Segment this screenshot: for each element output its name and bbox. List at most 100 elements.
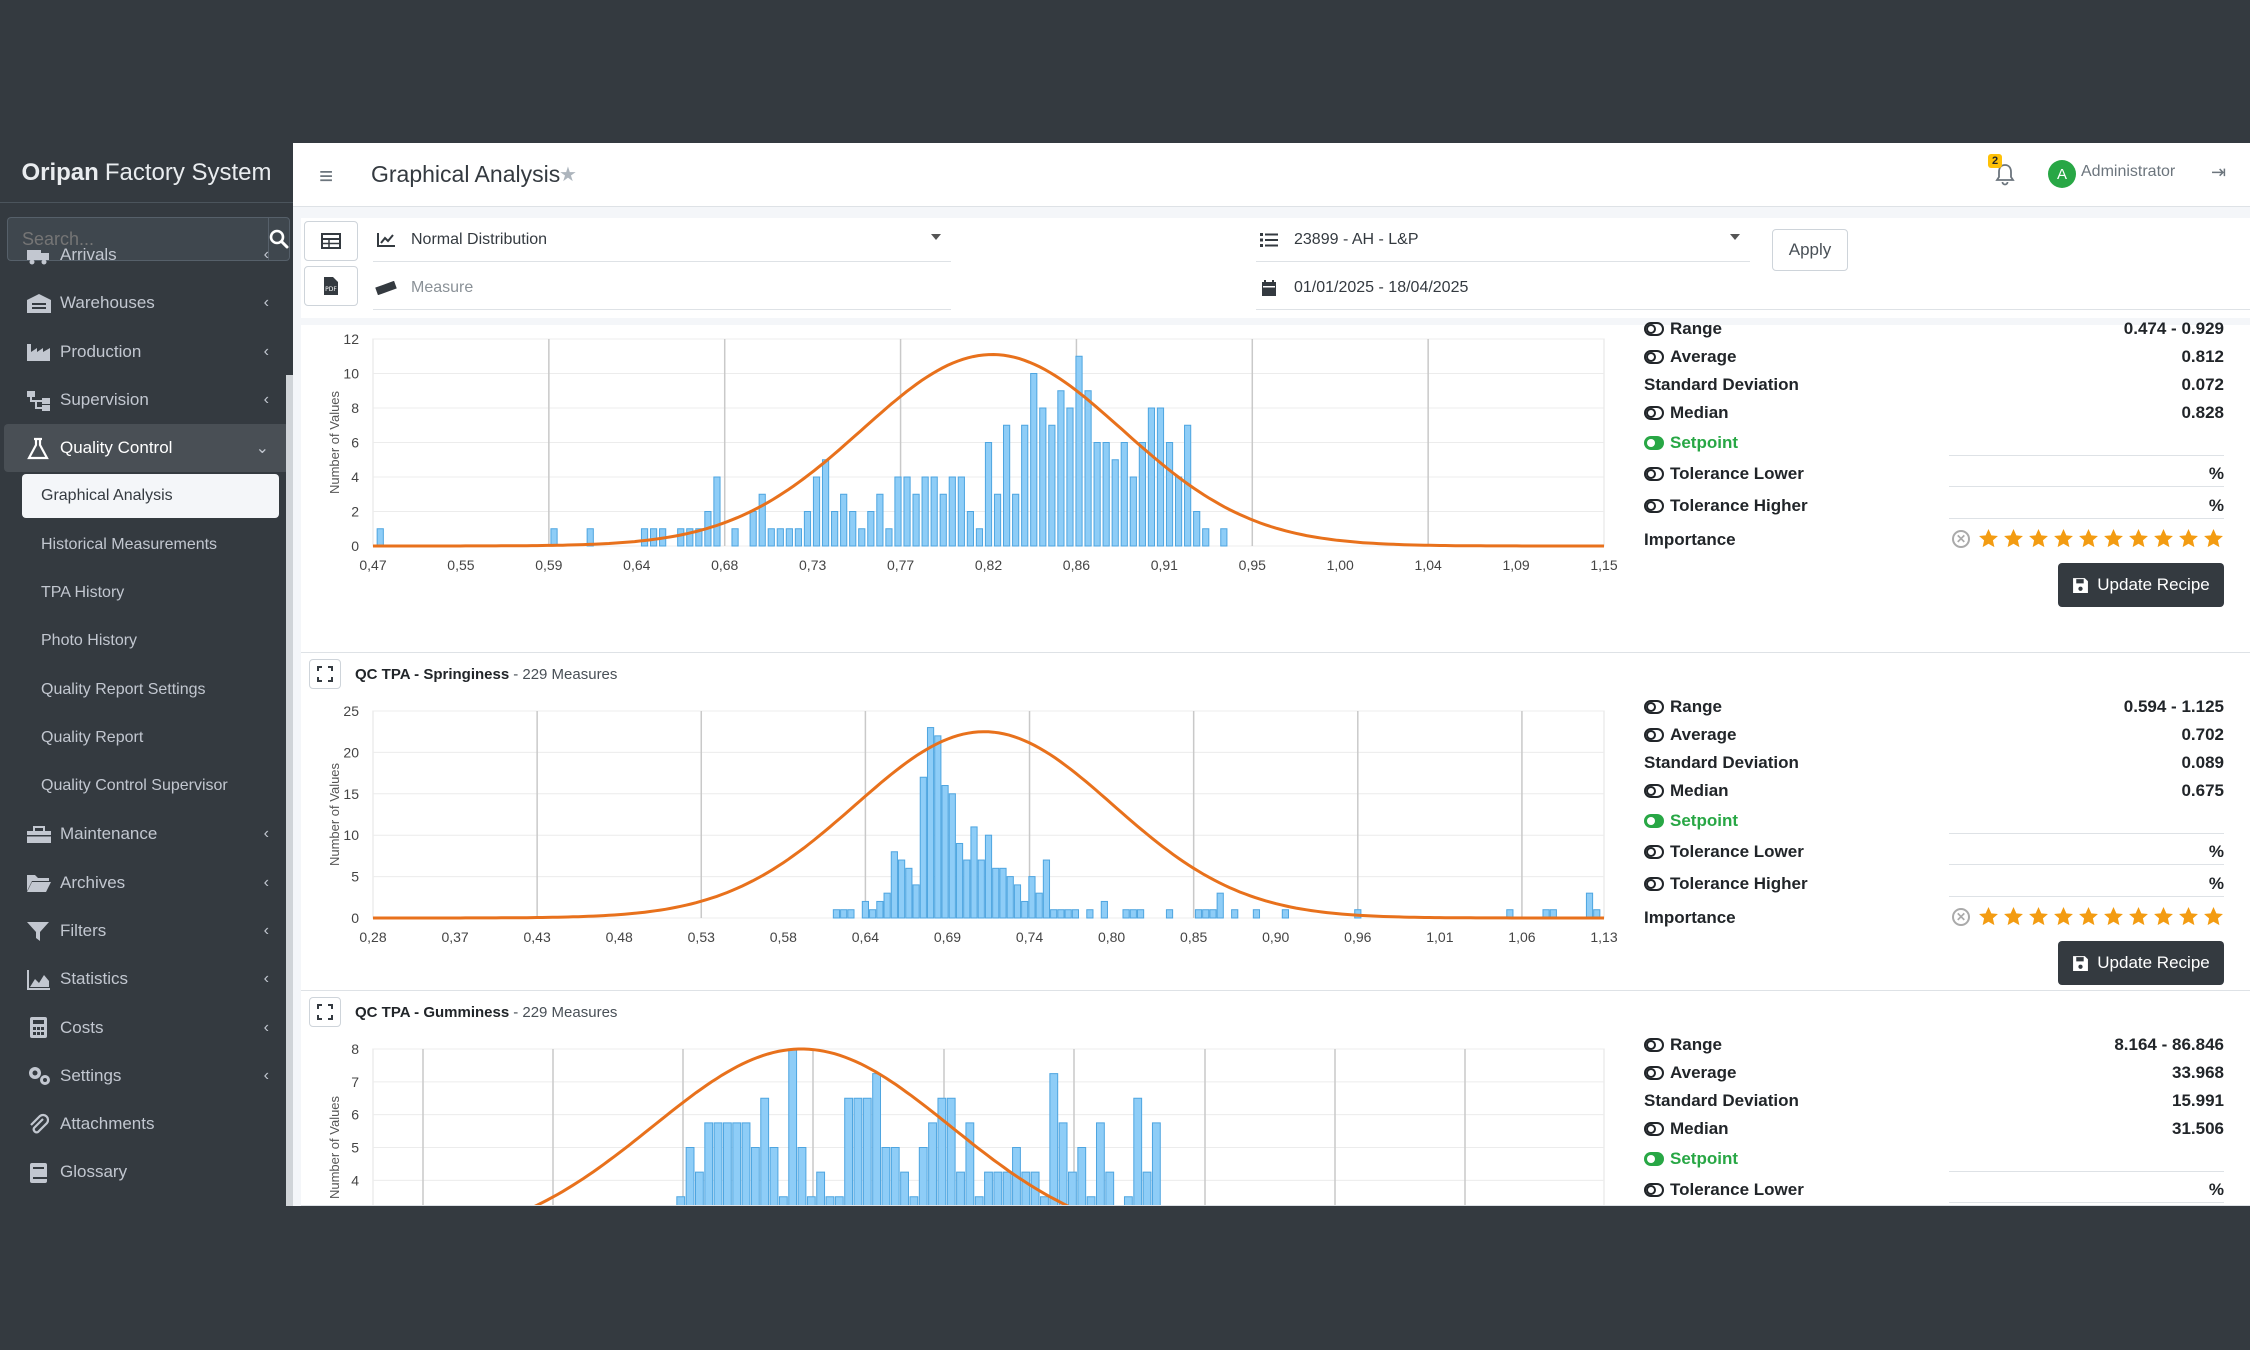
sidebar-item-attachments[interactable]: Attachments [0, 1100, 293, 1148]
update-recipe-button[interactable]: Update Recipe [2058, 941, 2224, 985]
star-icon[interactable] [2203, 528, 2224, 549]
expand-icon[interactable] [309, 997, 341, 1027]
apply-button[interactable]: Apply [1772, 229, 1848, 271]
toggle-icon[interactable] [1644, 700, 1664, 714]
toggle-icon[interactable] [1644, 467, 1664, 481]
update-recipe-button[interactable]: Update Recipe [2058, 563, 2224, 607]
sidebar-item-archives[interactable]: Archives ‹ [0, 859, 293, 907]
star-icon[interactable] [2078, 906, 2099, 927]
sidebar-item-costs[interactable]: Costs ‹ [0, 1003, 293, 1051]
stat-row-std: Standard Deviation 0.072 [1644, 371, 2224, 399]
sidebar-item-filters[interactable]: Filters ‹ [0, 907, 293, 955]
expand-icon[interactable] [309, 659, 341, 689]
sidebar-item-arrivals[interactable]: Arrivals ‹ [0, 231, 293, 279]
sidebar-item-statistics[interactable]: Statistics ‹ [0, 955, 293, 1003]
sidebar-subitem-historical-measurements[interactable]: Historical Measurements [41, 535, 218, 553]
y-tick-label: 6 [351, 435, 359, 451]
star-icon[interactable] [2178, 906, 2199, 927]
star-icon[interactable] [2128, 906, 2149, 927]
clear-rating-icon[interactable]: ✕ [1952, 907, 1970, 926]
sidebar-item-maintenance[interactable]: Maintenance ‹ [0, 810, 293, 858]
histogram-bar [1281, 909, 1289, 919]
sidebar-subitem-graphical-analysis[interactable]: Graphical Analysis [22, 474, 279, 519]
star-icon[interactable] [2053, 528, 2074, 549]
star-icon[interactable] [2028, 528, 2049, 549]
toggle-icon[interactable] [1644, 1122, 1664, 1136]
product-select[interactable]: 23899 - AH - L&P [1256, 218, 1750, 262]
histogram-bar [890, 851, 898, 919]
toggle-icon[interactable] [1644, 1038, 1664, 1052]
importance-rating[interactable]: ✕ [1952, 528, 2224, 549]
star-icon[interactable] [2128, 528, 2149, 549]
star-icon[interactable] [2103, 906, 2124, 927]
clear-rating-icon[interactable]: ✕ [1952, 529, 1970, 548]
brand-logo[interactable]: Oripan Factory System [0, 143, 293, 203]
toggle-icon[interactable] [1644, 728, 1664, 742]
stat-label: Tolerance Lower [1670, 464, 1804, 483]
hamburger-icon[interactable]: ≡ [319, 163, 334, 190]
stat-value: % [2208, 842, 2224, 861]
x-tick-label: 0,90 [1262, 929, 1289, 945]
stat-label: Average [1670, 1063, 1737, 1082]
star-icon[interactable] [2178, 528, 2199, 549]
sidebar-subitem-quality-report-settings[interactable]: Quality Report Settings [41, 680, 206, 698]
star-icon[interactable] [2003, 528, 2024, 549]
user-name[interactable]: Administrator [2081, 163, 2176, 180]
histogram-bar [713, 1122, 723, 1205]
sidebar-subitem-quality-report[interactable]: Quality Report [41, 728, 144, 746]
sidebar-item-supervision[interactable]: Supervision ‹ [0, 376, 293, 424]
measure-select[interactable]: Measure [373, 266, 951, 310]
sidebar-item-glossary[interactable]: Glossary [0, 1148, 293, 1196]
sitemap-icon [26, 389, 52, 411]
toggle-icon[interactable] [1644, 784, 1664, 798]
toggle-icon[interactable] [1644, 845, 1664, 859]
favorite-star-icon[interactable]: ★ [559, 164, 577, 186]
panel-title: QC TPA - Springiness [355, 665, 510, 683]
logout-icon[interactable]: ⇥ [2211, 162, 2227, 182]
pdf-export-button[interactable]: PDF [304, 266, 358, 306]
toggle-icon[interactable] [1644, 350, 1664, 364]
sidebar-item-warehouses[interactable]: Warehouses ‹ [0, 279, 293, 327]
toggle-icon[interactable] [1644, 499, 1664, 513]
y-tick-label: 0 [351, 538, 359, 554]
x-tick-label: 0,77 [887, 557, 914, 573]
histogram-bar [1049, 1073, 1059, 1205]
star-icon[interactable] [2078, 528, 2099, 549]
table-view-button[interactable] [304, 221, 358, 261]
sidebar-scrollbar[interactable] [286, 375, 293, 1206]
toggle-on-icon[interactable] [1644, 814, 1664, 828]
star-icon[interactable] [2203, 906, 2224, 927]
sidebar-subitem-tpa-history[interactable]: TPA History [41, 583, 125, 601]
star-icon[interactable] [2153, 906, 2174, 927]
toggle-icon[interactable] [1644, 322, 1664, 336]
star-icon[interactable] [2103, 528, 2124, 549]
toggle-on-icon[interactable] [1644, 1152, 1664, 1166]
toggle-icon[interactable] [1644, 877, 1664, 891]
star-icon[interactable] [1978, 528, 1999, 549]
sidebar-subitem-photo-history[interactable]: Photo History [41, 632, 138, 650]
date-range-picker[interactable]: 01/01/2025 - 18/04/2025 [1256, 266, 2250, 310]
toggle-icon[interactable] [1644, 406, 1664, 420]
star-icon[interactable] [1978, 906, 1999, 927]
toggle-on-icon[interactable] [1644, 436, 1664, 450]
star-icon[interactable] [2153, 528, 2174, 549]
toggle-icon[interactable] [1644, 1066, 1664, 1080]
chart-type-select[interactable]: Normal Distribution [373, 218, 951, 262]
histogram-bar [695, 528, 703, 547]
sidebar-item-production[interactable]: Production ‹ [0, 328, 293, 376]
histogram-bar [1194, 909, 1203, 919]
avatar[interactable]: A [2048, 160, 2076, 188]
importance-rating[interactable]: ✕ [1952, 906, 2224, 927]
histogram-bar [685, 1147, 695, 1205]
search-button[interactable] [268, 217, 290, 261]
search-input[interactable] [7, 217, 268, 261]
sidebar-item-label: Archives [60, 872, 126, 892]
star-icon[interactable] [2028, 906, 2049, 927]
star-icon[interactable] [2053, 906, 2074, 927]
histogram-bar [649, 528, 658, 547]
sidebar-item-settings[interactable]: Settings ‹ [0, 1052, 293, 1100]
sidebar-subitem-quality-control-supervisor[interactable]: Quality Control Supervisor [41, 777, 228, 795]
toggle-icon[interactable] [1644, 1183, 1664, 1197]
sidebar-item-quality-control[interactable]: Quality Control ⌄ [4, 424, 289, 473]
star-icon[interactable] [2003, 906, 2024, 927]
